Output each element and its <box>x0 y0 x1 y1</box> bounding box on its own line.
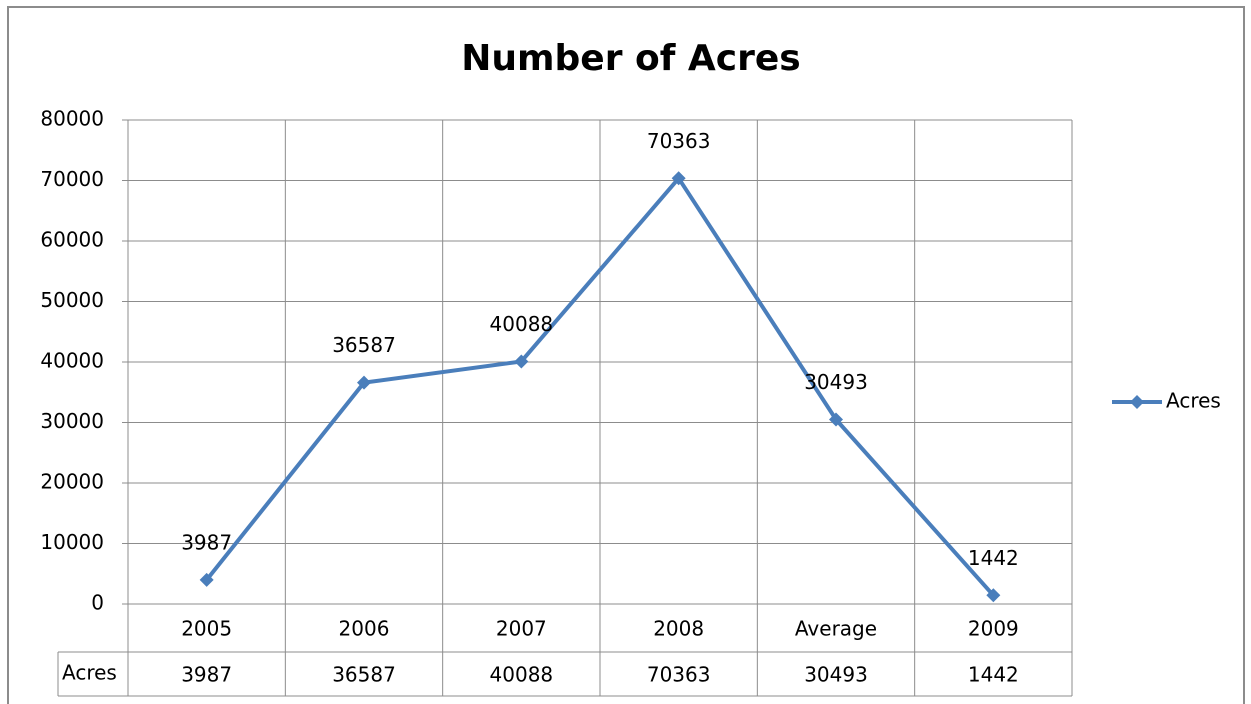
marker <box>671 171 686 186</box>
table-cell: 1442 <box>968 663 1019 687</box>
table-cell: 40088 <box>490 663 554 687</box>
data-label: 40088 <box>490 312 554 336</box>
y-tick-label: 80000 <box>40 107 104 131</box>
y-tick-label: 10000 <box>40 530 104 554</box>
chart-title: Number of Acres <box>461 38 800 79</box>
x-tick-label: Average <box>795 617 877 641</box>
y-tick-label: 60000 <box>40 228 104 252</box>
series-line <box>205 176 995 597</box>
data-label: 36587 <box>332 333 396 357</box>
table-cell: 3987 <box>181 663 232 687</box>
data-label: 30493 <box>804 370 868 394</box>
chart-frame <box>7 6 1245 704</box>
data-label: 3987 <box>181 530 232 554</box>
x-tick-label: 2005 <box>181 617 232 641</box>
marker <box>199 572 214 587</box>
table-cell: 36587 <box>332 663 396 687</box>
table-cell: 70363 <box>647 663 711 687</box>
x-tick-label: 2008 <box>653 617 704 641</box>
x-tick-label: 2007 <box>496 617 547 641</box>
marker <box>986 588 1001 603</box>
legend-marker <box>1130 395 1144 409</box>
legend-label: Acres <box>1166 389 1221 413</box>
x-tick-label: 2006 <box>339 617 390 641</box>
marker <box>829 412 843 427</box>
y-tick-label: 50000 <box>40 288 104 312</box>
marker <box>357 375 371 390</box>
table-cell: 30493 <box>804 663 868 687</box>
y-tick-label: 70000 <box>40 167 104 191</box>
y-tick-label: 30000 <box>40 409 104 433</box>
table-row-header: Acres <box>62 661 117 685</box>
y-tick-label: 0 <box>91 591 104 615</box>
data-label: 70363 <box>647 129 711 153</box>
y-tick-label: 20000 <box>40 470 104 494</box>
y-tick-label: 40000 <box>40 349 104 373</box>
marker <box>514 354 529 369</box>
data-label: 1442 <box>968 546 1019 570</box>
x-tick-label: 2009 <box>968 617 1019 641</box>
